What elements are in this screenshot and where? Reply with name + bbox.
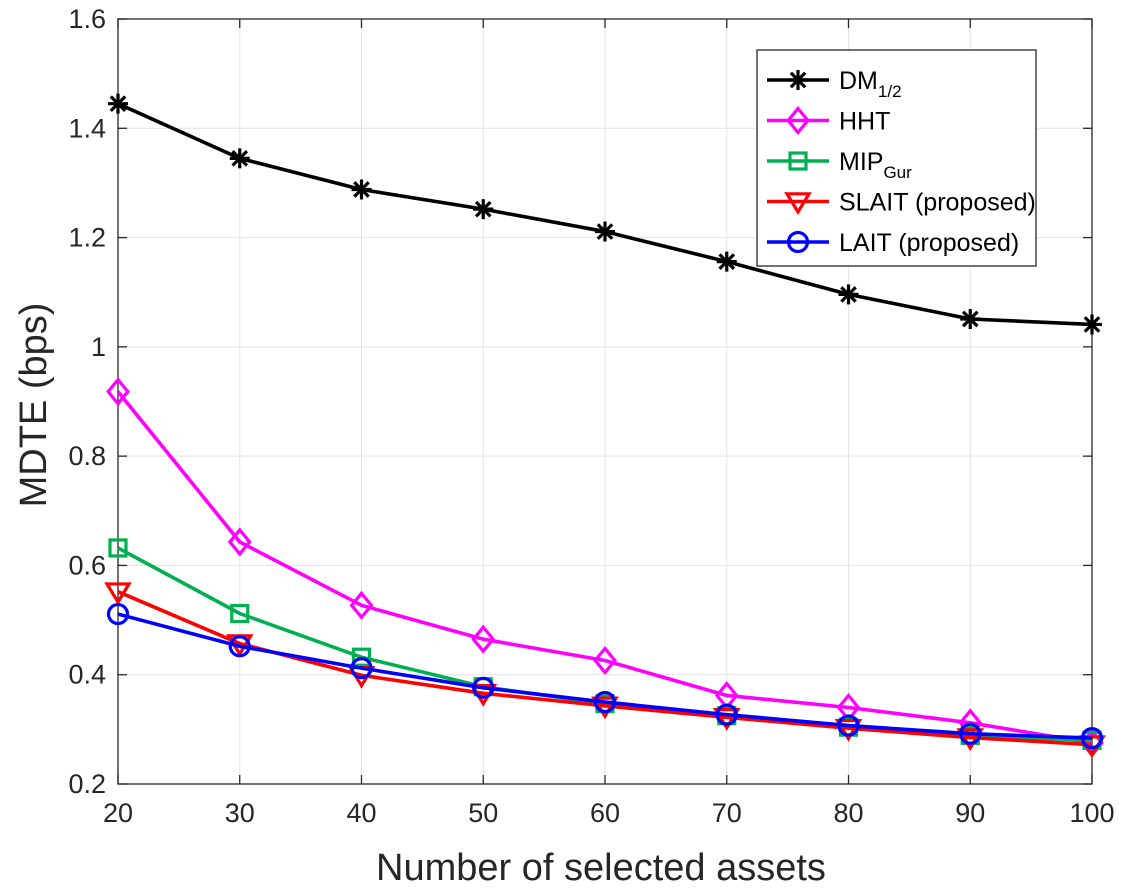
series-dm (108, 93, 1102, 335)
data-point-lait-proposed (1080, 726, 1104, 750)
data-point-dm (351, 179, 372, 200)
data-point-dm (960, 308, 981, 329)
axis-ticks: 20 30 40 50 60 70 80 90 100 0.2 0.4 0.6 0.8 1 1.2 1.4 1.… (68, 4, 1114, 828)
legend-swatch-marker (784, 192, 812, 216)
data-point-dm (595, 221, 615, 242)
legend: DM1/2 HHT MIPGur SLAIT (proposed) LAIT (prop… (756, 49, 1037, 267)
data-point-dm (473, 199, 494, 220)
series-line-lait-proposed (117, 612, 1093, 740)
legend-label-main: SLAIT (proposed) (839, 189, 1036, 217)
data-point-hht (349, 590, 374, 620)
legend-label: HHT (839, 108, 890, 136)
legend-item-mip: MIPGur (767, 148, 912, 182)
data-point-mip (230, 603, 250, 624)
x-tick-label: 60 (590, 798, 620, 828)
legend-label: SLAIT (proposed) (839, 189, 1036, 217)
data-point-slait-proposed (956, 728, 985, 752)
x-tick-label: 30 (225, 798, 255, 828)
y-tick-label: 1.2 (68, 223, 106, 253)
data-point-lait-proposed (106, 602, 130, 626)
data-point-lait-proposed (472, 676, 495, 699)
data-point-slait-proposed (834, 718, 863, 742)
series-lait-proposed (106, 602, 1104, 750)
x-tick-label: 20 (103, 798, 133, 828)
data-point-slait-proposed (591, 696, 619, 720)
data-point-slait-proposed (712, 708, 741, 731)
legend-swatch-marker (788, 70, 808, 90)
legend-swatch-marker (786, 105, 810, 136)
data-point-lait-proposed (837, 714, 860, 737)
data-point-hht (106, 377, 130, 407)
data-point-lait-proposed (715, 703, 738, 726)
legend-item-dm: DM1/2 (767, 67, 902, 101)
legend-swatch-marker (786, 230, 810, 254)
x-tick-label: 80 (833, 798, 863, 828)
x-tick-label: 70 (712, 798, 742, 828)
legend-label-subscript: 1/2 (878, 82, 902, 101)
x-tick-label: 40 (346, 798, 376, 828)
y-tick-label: 0.4 (68, 660, 106, 690)
data-point-lait-proposed (228, 635, 251, 658)
data-point-mip (351, 647, 372, 667)
data-point-dm (229, 148, 250, 169)
legend-label-main: MIP (839, 148, 883, 176)
data-point-dm (716, 251, 737, 272)
legend-item-lait-proposed: LAIT (proposed) (767, 229, 1019, 257)
legend-item-hht: HHT (767, 105, 890, 136)
data-point-hht (471, 624, 496, 654)
data-point-hht (593, 645, 617, 676)
legend-label-main: DM (839, 67, 878, 95)
data-point-lait-proposed (593, 690, 617, 714)
y-axis-label: MDTE (bps) (13, 303, 55, 508)
data-point-dm (1082, 314, 1102, 335)
y-tick-label: 0.6 (68, 550, 106, 580)
legend-label-subscript: Gur (883, 163, 912, 182)
data-point-lait-proposed (959, 722, 982, 745)
x-axis-label: Number of selected assets (376, 847, 826, 889)
series-layer (104, 93, 1106, 759)
legend-label: MIPGur (839, 148, 912, 182)
data-point-dm (108, 93, 128, 114)
series-line-hht (116, 390, 1093, 745)
legend-label-main: HHT (839, 108, 890, 136)
x-tick-label: 50 (468, 798, 498, 828)
legend-item-slait-proposed: SLAIT (proposed) (767, 189, 1036, 217)
x-tick-label: 100 (1069, 798, 1114, 828)
data-point-slait-proposed (104, 582, 132, 606)
data-point-mip (108, 538, 128, 558)
legend-swatch-marker (788, 151, 808, 171)
y-tick-label: 0.8 (68, 441, 106, 471)
data-point-lait-proposed (350, 657, 373, 680)
y-tick-label: 0.2 (68, 769, 106, 799)
y-tick-label: 1.6 (68, 4, 106, 34)
data-point-dm (838, 284, 859, 305)
x-tick-label: 90 (955, 798, 985, 828)
legend-label: DM1/2 (839, 67, 902, 101)
legend-label-main: LAIT (proposed) (839, 229, 1019, 257)
data-point-hht (227, 527, 252, 557)
y-tick-label: 1 (91, 332, 106, 362)
y-tick-label: 1.4 (68, 113, 106, 143)
legend-label: LAIT (proposed) (839, 229, 1019, 257)
